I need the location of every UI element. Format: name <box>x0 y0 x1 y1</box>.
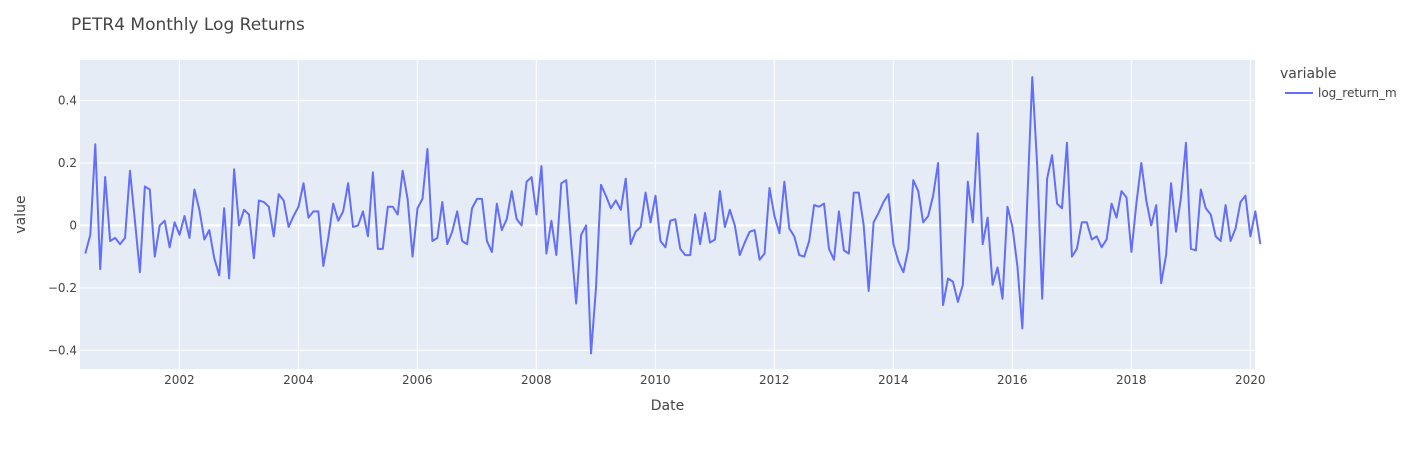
x-tick-label: 2010 <box>640 373 671 387</box>
series-layer <box>84 76 1262 355</box>
x-tick-label: 2002 <box>164 373 195 387</box>
legend[interactable]: variable log_return_m <box>1280 66 1397 100</box>
x-tick-label: 2012 <box>759 373 790 387</box>
gridlines <box>80 60 1255 369</box>
y-tick-label: 0.2 <box>58 156 77 170</box>
y-tick-label: −0.4 <box>48 343 77 357</box>
y-tick-label: 0 <box>69 218 77 232</box>
x-tick-label: 2018 <box>1116 373 1147 387</box>
x-axis-ticks: 2002 2004 2006 2008 2010 2012 2014 2016 2018 2020 <box>164 373 1265 387</box>
chart-title: PETR4 Monthly Log Returns <box>71 15 305 35</box>
legend-title: variable <box>1280 66 1336 82</box>
y-axis-ticks: −0.4 −0.2 0 0.2 0.4 <box>48 94 77 358</box>
series-line-log_return_m <box>84 76 1262 355</box>
y-axis-title: value <box>13 195 29 233</box>
legend-item-label[interactable]: log_return_m <box>1318 86 1397 100</box>
y-tick-label: 0.4 <box>58 94 77 108</box>
x-tick-label: 2004 <box>283 373 314 387</box>
x-tick-label: 2008 <box>521 373 552 387</box>
x-tick-label: 2016 <box>997 373 1028 387</box>
x-tick-label: 2006 <box>402 373 433 387</box>
y-tick-label: −0.2 <box>48 281 77 295</box>
x-tick-label: 2020 <box>1235 373 1266 387</box>
x-axis-title: Date <box>651 398 684 414</box>
x-tick-label: 2014 <box>878 373 909 387</box>
plot-area <box>80 60 1255 369</box>
